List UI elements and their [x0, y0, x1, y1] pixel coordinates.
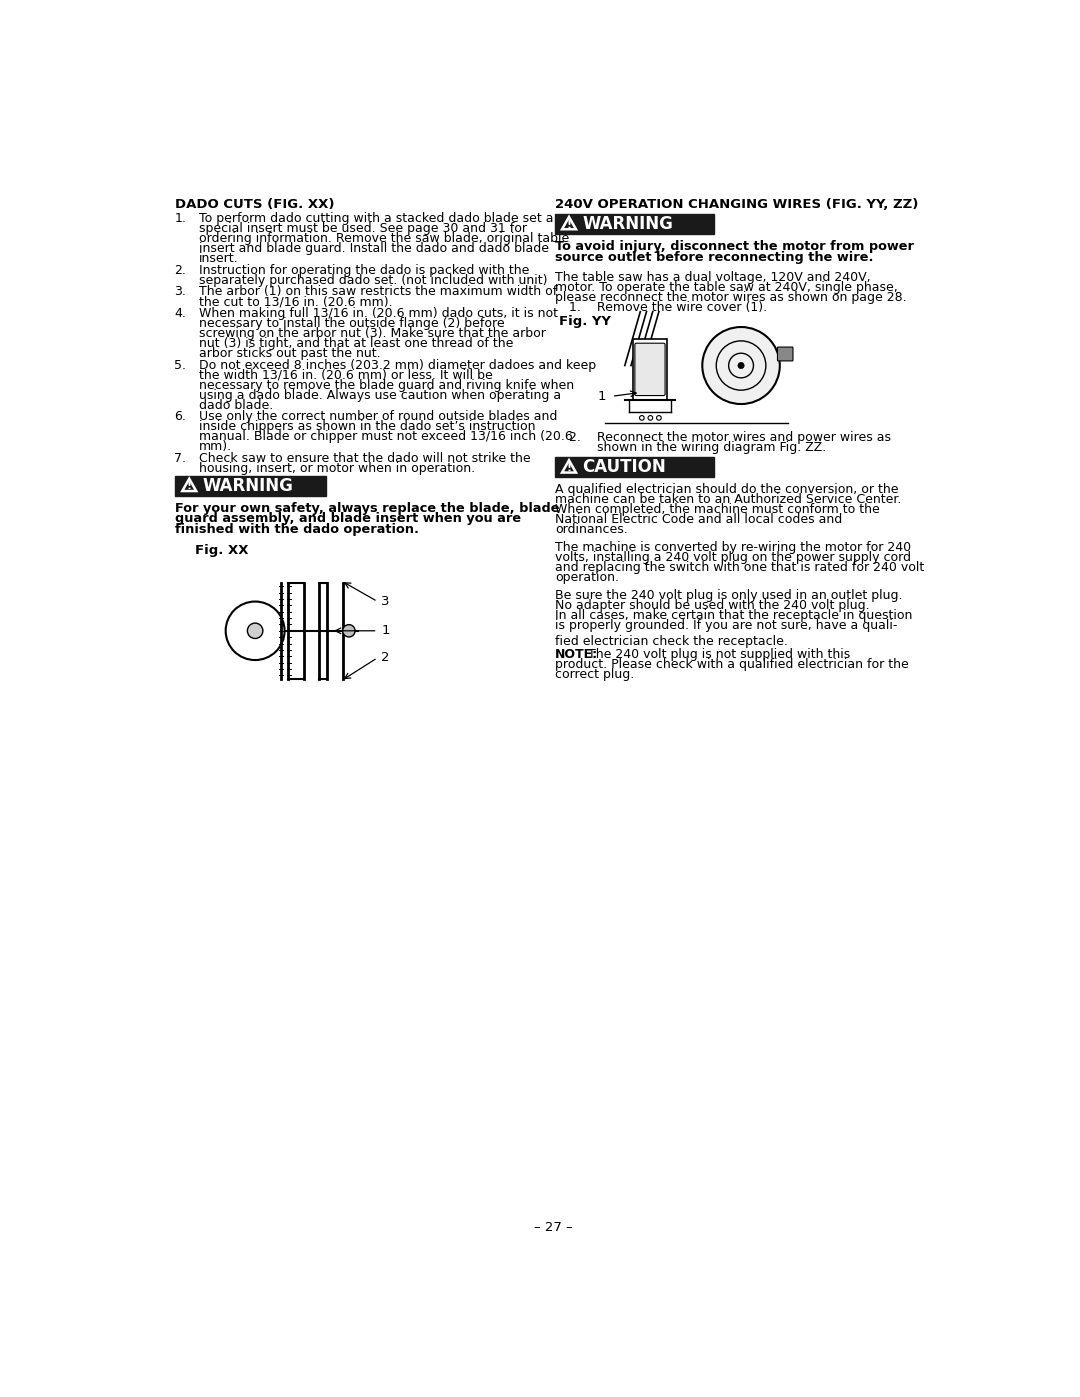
Text: 4.: 4.: [174, 307, 186, 320]
Text: inside chippers as shown in the dado set’s instruction: inside chippers as shown in the dado set…: [199, 420, 535, 433]
Text: 2.: 2.: [174, 264, 186, 277]
Text: insert.: insert.: [199, 253, 239, 265]
Text: special insert must be used. See page 30 and 31 for: special insert must be used. See page 30…: [199, 222, 527, 235]
Text: fied electrician check the receptacle.: fied electrician check the receptacle.: [555, 636, 788, 648]
Text: 240V OPERATION CHANGING WIRES (FIG. YY, ZZ): 240V OPERATION CHANGING WIRES (FIG. YY, …: [555, 198, 918, 211]
Text: WARNING: WARNING: [582, 215, 673, 233]
Text: is properly grounded. If you are not sure, have a quali-: is properly grounded. If you are not sur…: [555, 619, 897, 631]
Circle shape: [247, 623, 262, 638]
Text: correct plug.: correct plug.: [555, 668, 634, 682]
Text: In all cases, make certain that the receptacle in question: In all cases, make certain that the rece…: [555, 609, 913, 622]
Text: 3: 3: [381, 595, 390, 608]
Text: 2: 2: [381, 651, 390, 664]
Text: manual. Blade or chipper must not exceed 13/16 inch (20.6: manual. Blade or chipper must not exceed…: [199, 430, 572, 443]
Text: separately purchased dado set. (not included with unit): separately purchased dado set. (not incl…: [199, 274, 548, 286]
Text: arbor sticks out past the nut.: arbor sticks out past the nut.: [199, 346, 380, 360]
Text: 1.: 1.: [174, 212, 186, 225]
Text: The arbor (1) on this saw restricts the maximum width of: The arbor (1) on this saw restricts the …: [199, 285, 557, 299]
Text: the width 13/16 in. (20.6 mm) or less. It will be: the width 13/16 in. (20.6 mm) or less. I…: [199, 369, 492, 381]
Text: finished with the dado operation.: finished with the dado operation.: [175, 522, 419, 535]
Text: product. Please check with a qualified electrician for the: product. Please check with a qualified e…: [555, 658, 908, 671]
Text: Fig. XX: Fig. XX: [194, 543, 248, 557]
Circle shape: [702, 327, 780, 404]
Text: 2.    Reconnect the motor wires and power wires as: 2. Reconnect the motor wires and power w…: [569, 432, 891, 444]
Text: CAUTION: CAUTION: [582, 458, 666, 476]
FancyBboxPatch shape: [633, 338, 667, 400]
Text: A qualified electrician should do the conversion, or the: A qualified electrician should do the co…: [555, 483, 899, 496]
Text: The machine is converted by re-wiring the motor for 240: The machine is converted by re-wiring th…: [555, 541, 912, 555]
Text: volts, installing a 240 volt plug on the power supply cord: volts, installing a 240 volt plug on the…: [555, 550, 912, 564]
Text: The 240 volt plug is not supplied with this: The 240 volt plug is not supplied with t…: [584, 648, 851, 661]
Text: !: !: [187, 482, 192, 492]
Text: machine can be taken to an Authorized Service Center.: machine can be taken to an Authorized Se…: [555, 493, 902, 506]
Text: WARNING: WARNING: [202, 476, 294, 495]
Polygon shape: [183, 479, 197, 490]
Text: 3.: 3.: [174, 285, 186, 299]
Text: insert and blade guard. Install the dado and dado blade: insert and blade guard. Install the dado…: [199, 242, 549, 256]
Text: 1: 1: [597, 390, 606, 402]
Text: nut (3) is tight, and that at least one thread of the: nut (3) is tight, and that at least one …: [199, 337, 513, 351]
Text: The table saw has a dual voltage, 120V and 240V,: The table saw has a dual voltage, 120V a…: [555, 271, 870, 284]
Text: the cut to 13/16 in. (20.6 mm).: the cut to 13/16 in. (20.6 mm).: [199, 295, 392, 309]
Text: When completed, the machine must conform to the: When completed, the machine must conform…: [555, 503, 880, 517]
Text: mm).: mm).: [199, 440, 232, 453]
Text: !: !: [566, 462, 571, 474]
Text: 6.: 6.: [174, 411, 186, 423]
Circle shape: [342, 624, 355, 637]
Text: necessary to remove the blade guard and riving knife when: necessary to remove the blade guard and …: [199, 379, 573, 391]
Text: 1: 1: [381, 624, 390, 637]
Text: To avoid injury, disconnect the motor from power: To avoid injury, disconnect the motor fr…: [555, 240, 914, 253]
Circle shape: [738, 362, 744, 369]
Text: source outlet before reconnecting the wire.: source outlet before reconnecting the wi…: [555, 251, 874, 264]
FancyBboxPatch shape: [778, 346, 793, 360]
Text: guard assembly, and blade insert when you are: guard assembly, and blade insert when yo…: [175, 513, 522, 525]
Text: National Electric Code and all local codes and: National Electric Code and all local cod…: [555, 513, 842, 527]
Circle shape: [226, 602, 284, 659]
FancyBboxPatch shape: [555, 214, 714, 233]
Text: NOTE:: NOTE:: [555, 648, 598, 661]
Text: using a dado blade. Always use caution when operating a: using a dado blade. Always use caution w…: [199, 388, 561, 401]
Text: 5.: 5.: [174, 359, 186, 372]
FancyBboxPatch shape: [175, 475, 326, 496]
Text: DADO CUTS (FIG. XX): DADO CUTS (FIG. XX): [175, 198, 335, 211]
Text: For your own safety, always replace the blade, blade: For your own safety, always replace the …: [175, 502, 559, 515]
Text: housing, insert, or motor when in operation.: housing, insert, or motor when in operat…: [199, 462, 475, 475]
FancyBboxPatch shape: [555, 457, 714, 478]
Text: Fig. YY: Fig. YY: [559, 316, 611, 328]
Text: operation.: operation.: [555, 571, 619, 584]
Text: 1.    Remove the wire cover (1).: 1. Remove the wire cover (1).: [569, 300, 767, 314]
FancyBboxPatch shape: [635, 344, 665, 395]
Text: Use only the correct number of round outside blades and: Use only the correct number of round out…: [199, 411, 557, 423]
Text: motor. To operate the table saw at 240V, single phase,: motor. To operate the table saw at 240V,…: [555, 281, 897, 293]
Text: Do not exceed 8 inches (203.2 mm) diameter dadoes and keep: Do not exceed 8 inches (203.2 mm) diamet…: [199, 359, 596, 372]
Text: To perform dado cutting with a stacked dado blade set a: To perform dado cutting with a stacked d…: [199, 212, 553, 225]
Text: shown in the wiring diagram Fig. ZZ.: shown in the wiring diagram Fig. ZZ.: [569, 441, 826, 454]
Text: and replacing the switch with one that is rated for 240 volt: and replacing the switch with one that i…: [555, 562, 924, 574]
Text: dado blade.: dado blade.: [199, 398, 273, 412]
Text: ordinances.: ordinances.: [555, 524, 627, 536]
Text: ordering information. Remove the saw blade, original table: ordering information. Remove the saw bla…: [199, 232, 569, 246]
Text: please reconnect the motor wires as shown on page 28.: please reconnect the motor wires as show…: [555, 291, 907, 303]
Text: Check saw to ensure that the dado will not strike the: Check saw to ensure that the dado will n…: [199, 451, 530, 465]
Text: 7.: 7.: [174, 451, 186, 465]
Text: No adapter should be used with the 240 volt plug.: No adapter should be used with the 240 v…: [555, 599, 869, 612]
Text: !: !: [566, 219, 571, 229]
Text: – 27 –: – 27 –: [535, 1221, 572, 1234]
Polygon shape: [562, 460, 576, 472]
Text: Be sure the 240 volt plug is only used in an outlet plug.: Be sure the 240 volt plug is only used i…: [555, 588, 903, 602]
Text: When making full 13/16 in. (20.6 mm) dado cuts, it is not: When making full 13/16 in. (20.6 mm) dad…: [199, 307, 557, 320]
Polygon shape: [562, 217, 576, 229]
Text: Instruction for operating the dado is packed with the: Instruction for operating the dado is pa…: [199, 264, 529, 277]
Text: screwing on the arbor nut (3). Make sure that the arbor: screwing on the arbor nut (3). Make sure…: [199, 327, 545, 339]
Text: necessary to install the outside flange (2) before: necessary to install the outside flange …: [199, 317, 504, 330]
